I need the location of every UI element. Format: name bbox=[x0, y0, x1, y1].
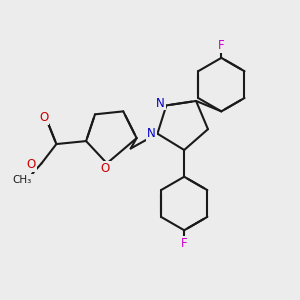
Text: CH₃: CH₃ bbox=[13, 175, 32, 185]
Text: N: N bbox=[147, 127, 156, 140]
Text: O: O bbox=[39, 111, 49, 124]
Text: O: O bbox=[26, 158, 36, 171]
Text: F: F bbox=[181, 236, 188, 250]
Text: F: F bbox=[218, 40, 225, 52]
Text: N: N bbox=[156, 97, 165, 110]
Text: O: O bbox=[101, 162, 110, 175]
